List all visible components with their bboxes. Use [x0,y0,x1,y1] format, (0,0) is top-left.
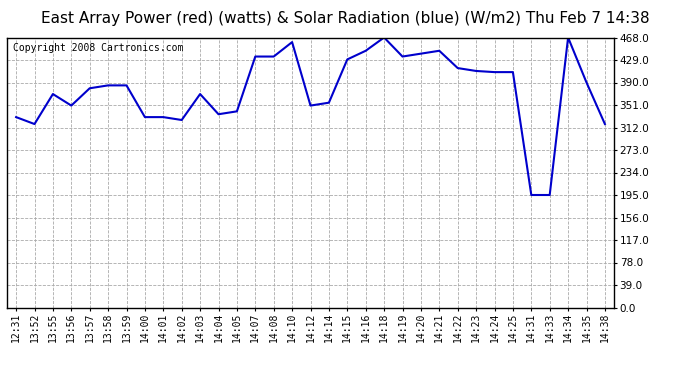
Text: East Array Power (red) (watts) & Solar Radiation (blue) (W/m2) Thu Feb 7 14:38: East Array Power (red) (watts) & Solar R… [41,11,649,26]
Text: Copyright 2008 Cartronics.com: Copyright 2008 Cartronics.com [13,43,184,53]
